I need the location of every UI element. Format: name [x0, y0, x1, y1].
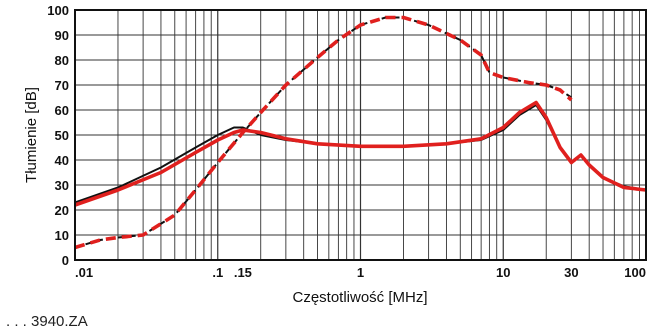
y-tick-label: 20 — [55, 203, 69, 218]
y-tick-label: 100 — [47, 3, 69, 18]
x-tick-label: .01 — [75, 265, 93, 280]
series-line-solid-red — [74, 100, 647, 207]
y-tick-label: 70 — [55, 78, 69, 93]
y-tick-label: 90 — [55, 28, 69, 43]
x-tick-label: 30 — [564, 265, 578, 280]
y-tick-label: 30 — [55, 178, 69, 193]
series-line-dashed-red — [74, 15, 573, 250]
y-tick-label: 40 — [55, 153, 69, 168]
footer-code: . . . 3940.ZA — [6, 313, 88, 330]
x-tick-label: 10 — [496, 265, 510, 280]
x-tick-label: .15 — [234, 265, 252, 280]
y-tick-label: 50 — [55, 128, 69, 143]
plot-frame — [74, 9, 647, 261]
x-tick-label: .1 — [212, 265, 223, 280]
y-axis-label: Tłumienie [dB] — [23, 87, 40, 183]
y-tick-label: 60 — [55, 103, 69, 118]
x-axis-label: Częstotliwość [MHz] — [292, 289, 427, 306]
x-tick-label: 100 — [624, 265, 646, 280]
y-tick-label: 80 — [55, 53, 69, 68]
x-tick-label: 1 — [357, 265, 364, 280]
series-layer — [74, 15, 647, 250]
tick-labels: 0 10 20 30 40 50 60 70 80 90 100 .01 .1 .15 1 10 30 100 — [47, 3, 646, 280]
y-tick-label: 10 — [55, 228, 69, 243]
chart: 0 10 20 30 40 50 60 70 80 90 100 .01 .1 .15 1 10 30 100 C… — [23, 3, 647, 306]
y-tick-label: 0 — [62, 253, 69, 268]
